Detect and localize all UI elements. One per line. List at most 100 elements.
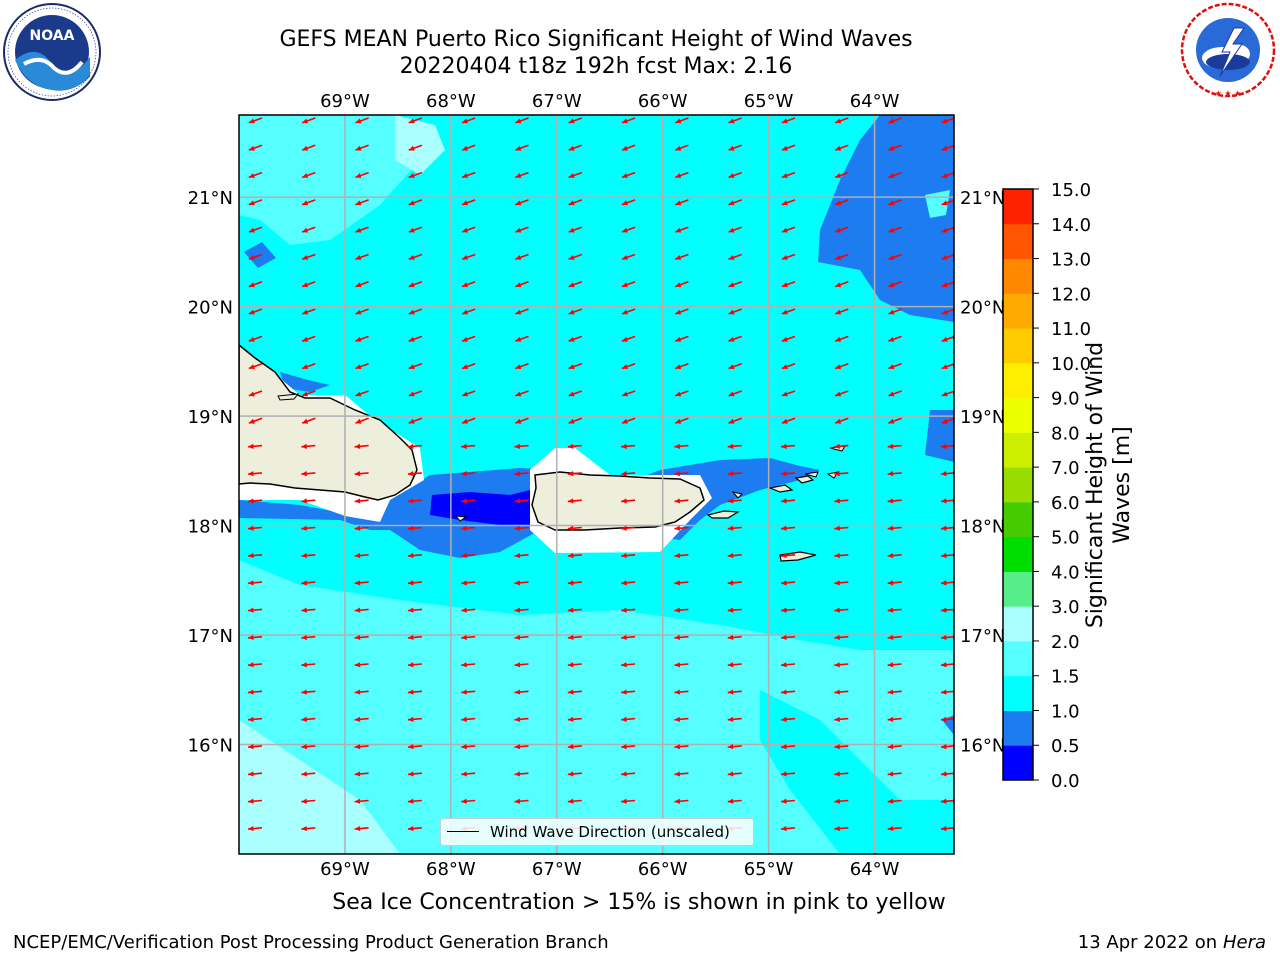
wave-arrow [940, 607, 954, 613]
colorbar-tick-label: 0.0 [1051, 771, 1080, 792]
wave-arrow [461, 226, 476, 233]
colorbar: 0.0 0.5 1.0 1.5 2.0 3.0 4.0 5.0 6.0 7.0 8.0 9.0 10.0… [1002, 180, 1091, 792]
wave-arrow [887, 580, 902, 586]
wave-arrow [727, 798, 742, 804]
wave-arrow [674, 443, 689, 449]
colorbar-segment [1003, 675, 1033, 711]
map-frame [238, 114, 955, 855]
wave-arrow [674, 390, 689, 397]
wave-arrow [514, 552, 529, 559]
wave-arrow [301, 417, 316, 424]
colorbar-segment [1003, 189, 1033, 225]
wave-arrow [621, 144, 636, 151]
wave-arrow [247, 552, 263, 559]
lat-label-right: 18°N [960, 517, 1005, 538]
wave-arrow [621, 281, 636, 288]
colorbar-segment [1003, 571, 1033, 607]
wave-arrow [887, 716, 902, 722]
wave-arrow [568, 417, 583, 424]
wave-arrow [407, 443, 422, 449]
colorbar-tick-label: 6.0 [1051, 493, 1080, 514]
wave-arrow [834, 335, 849, 342]
wave-arrow [834, 471, 849, 477]
wave-arrow [408, 253, 423, 261]
wave-arrow [568, 226, 583, 233]
wave-arrow [515, 144, 529, 151]
colorbar-tick-label: 13.0 [1051, 250, 1091, 271]
wave-arrow [461, 498, 476, 504]
colorbar-segment [1003, 397, 1033, 433]
wave-arrow [941, 144, 954, 151]
wave-arrow [727, 744, 742, 750]
lat-label-right: 17°N [960, 626, 1005, 647]
wave-arrow [248, 390, 263, 397]
wave-arrow [408, 144, 423, 151]
wave-arrow [834, 525, 849, 531]
wave-arrow [940, 498, 954, 504]
wave-arrow [728, 199, 742, 206]
wave-arrow [940, 825, 954, 832]
wave-arrow [621, 580, 636, 586]
wave-arrow [301, 798, 316, 804]
wave-arrow [301, 634, 316, 641]
lon-label-bottom: 68°W [426, 859, 476, 880]
wave-arrow [301, 552, 316, 559]
wave-arrow [355, 117, 369, 124]
wave-arrow [941, 253, 954, 261]
colorbar-tick-label: 3.0 [1051, 597, 1080, 618]
wave-arrow [354, 744, 369, 750]
wave-arrow [940, 634, 954, 641]
wave-arrow [248, 199, 263, 206]
wave-arrow [407, 580, 422, 586]
wave-arrow [567, 634, 582, 641]
wave-arrow [728, 308, 742, 315]
wave-arrow [407, 634, 422, 641]
wave-arrow [940, 716, 954, 722]
wave-arrow [941, 417, 954, 424]
wave-arrow [887, 471, 902, 477]
wave-arrow [674, 716, 689, 722]
wave-arrow [834, 662, 849, 668]
wave-arrow [781, 308, 796, 315]
wave-arrow [727, 634, 742, 641]
lon-label-top: 67°W [532, 91, 582, 112]
wave-arrow [940, 689, 954, 695]
lat-label-left: 16°N [188, 736, 233, 757]
wave-arrow [621, 607, 636, 613]
wave-arrow [354, 798, 369, 804]
wave-arrow [780, 443, 796, 449]
wave-arrow [728, 335, 742, 342]
wave-arrow [301, 144, 316, 151]
wave-arrow [568, 199, 583, 206]
wave-arrow [567, 771, 582, 777]
wave-arrow [674, 335, 689, 342]
wave-arrow [887, 662, 902, 668]
wave-arrow [887, 443, 902, 449]
wave-arrow [407, 798, 422, 804]
wave-arrow [887, 498, 902, 504]
wave-arrow [621, 498, 636, 504]
wave-arrow [674, 199, 689, 206]
wave-arrow [834, 552, 849, 559]
wave-arrow [887, 798, 902, 804]
wave-arrow [781, 253, 796, 261]
wave-arrow [621, 634, 636, 641]
wave-arrow [248, 144, 263, 151]
wave-arrow [780, 552, 796, 559]
colorbar-tick-label: 12.0 [1051, 284, 1091, 305]
wave-arrow [834, 716, 849, 722]
colorbar-segment [1003, 710, 1033, 746]
wave-arrow [674, 308, 689, 315]
wave-arrow [940, 552, 954, 559]
wave-arrow [781, 335, 796, 342]
colorbar-segment [1003, 640, 1033, 677]
colorbar-tick-label: 5.0 [1051, 528, 1080, 549]
wave-field [239, 115, 954, 854]
wave-arrow [727, 498, 742, 504]
wave-arrow [567, 498, 582, 504]
wave-arrow [621, 716, 636, 722]
lat-label-right: 20°N [960, 298, 1005, 319]
wave-arrow [247, 825, 263, 832]
wave-arrow [407, 525, 422, 531]
wave-arrow [727, 580, 742, 586]
